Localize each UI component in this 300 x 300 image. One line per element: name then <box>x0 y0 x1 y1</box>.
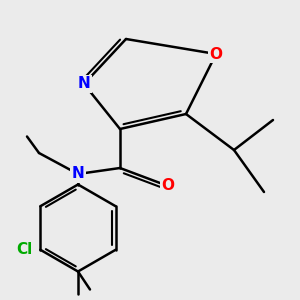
Text: Cl: Cl <box>16 242 33 257</box>
Text: N: N <box>78 76 90 92</box>
Text: O: O <box>209 46 223 62</box>
Text: O: O <box>161 178 175 194</box>
Text: N: N <box>72 167 84 182</box>
